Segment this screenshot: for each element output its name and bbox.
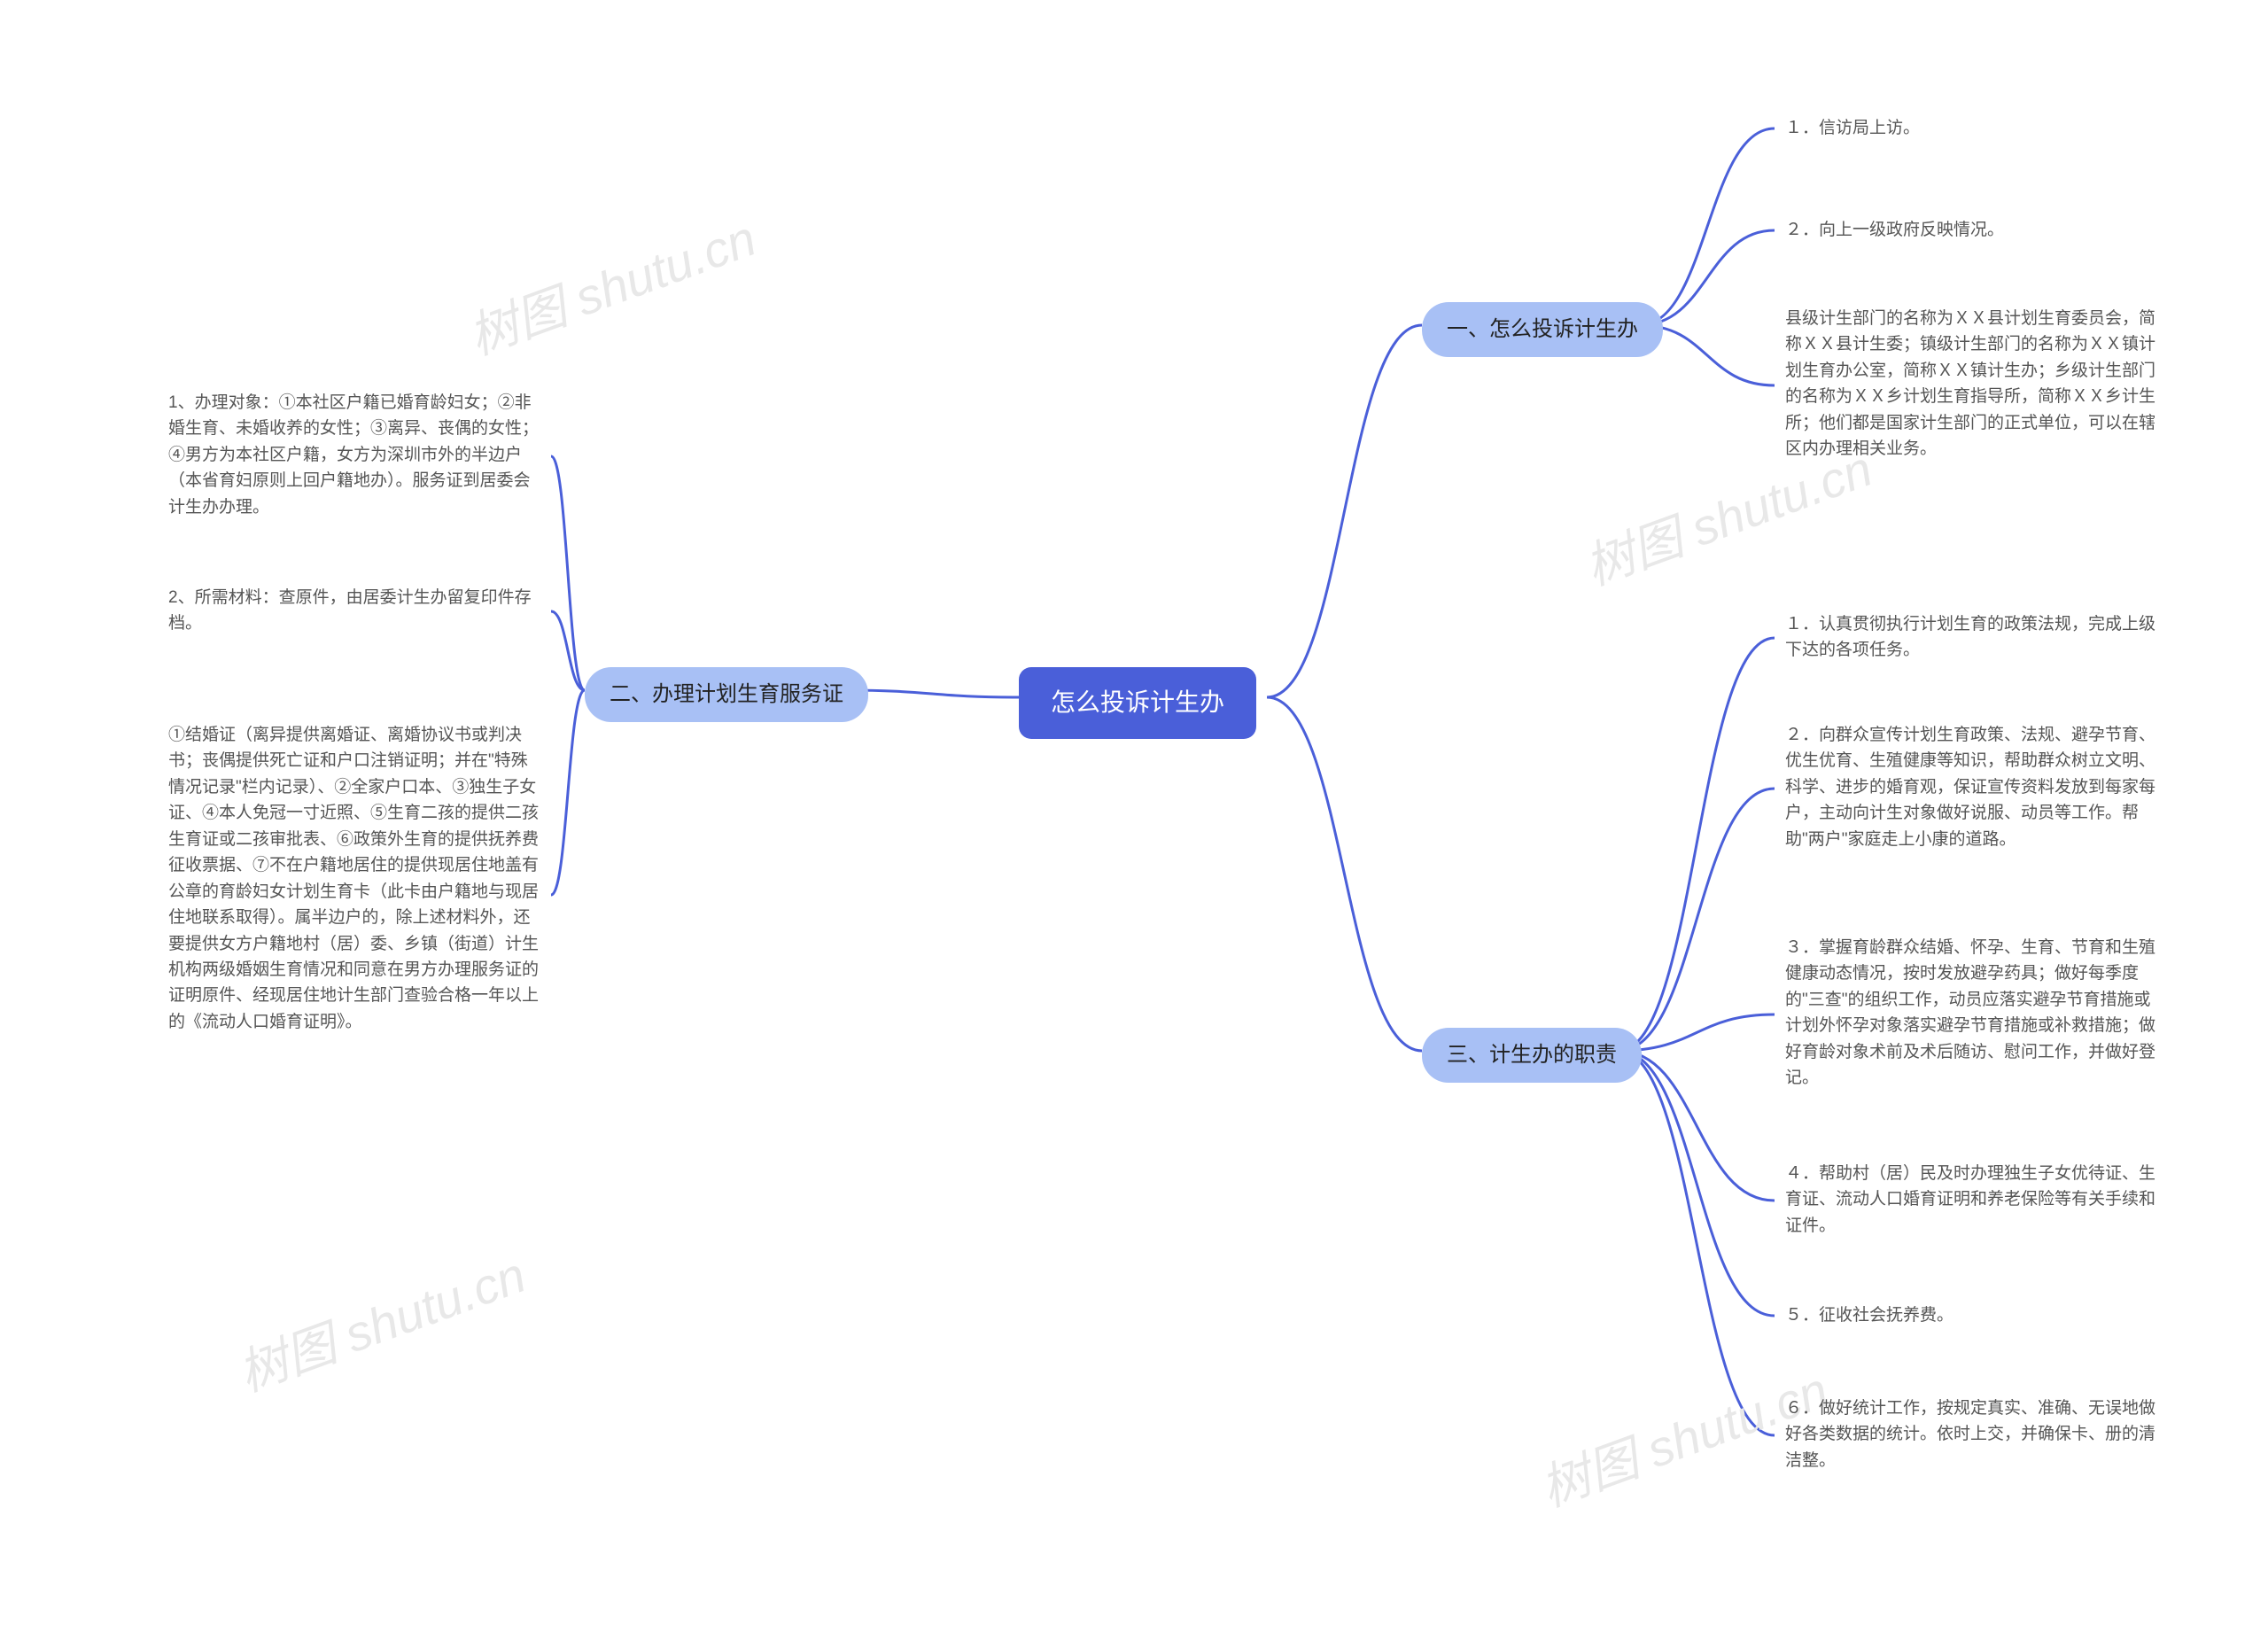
leaf-text: ２．向上一级政府反映情况。 [1785,221,2004,239]
leaf-node: ①结婚证（离异提供离婚证、离婚协议书或判决书；丧偶提供死亡证和户口注销证明；并在… [168,722,540,1035]
root-node: 怎么投诉计生办 [1019,667,1256,739]
branch-node: 一、怎么投诉计生办 [1422,302,1663,357]
leaf-text: ①结婚证（离异提供离婚证、离婚协议书或判决书；丧偶提供死亡证和户口注销证明；并在… [168,726,539,1031]
connector [1267,697,1422,1051]
leaf-text: ３．掌握育龄群众结婚、怀孕、生育、节育和生殖健康动态情况，按时发放避孕药具；做好… [1785,938,2155,1087]
leaf-text: ４．帮助村（居）民及时办理独生子女优待证、生育证、流动人口婚育证明和养老保险等有… [1785,1164,2155,1235]
leaf-text: 1、办理对象：①本社区户籍已婚育龄妇女；②非婚生育、未婚收养的女性；③离异、丧偶… [168,393,539,517]
leaf-text: 2、所需材料：查原件，由居委计生办留复印件存档。 [168,588,532,633]
leaf-node: ４．帮助村（居）民及时办理独生子女优待证、生育证、流动人口婚育证明和养老保险等有… [1785,1161,2157,1239]
root-label: 怎么投诉计生办 [1051,688,1224,716]
branch-label: 二、办理计划生育服务证 [610,682,843,706]
branch-label: 一、怎么投诉计生办 [1447,317,1638,341]
connector [1640,230,1775,325]
connector [1619,638,1775,1051]
watermark: 树图 shutu.cn [227,1235,534,1405]
connector [1267,325,1422,697]
leaf-node: ６．做好统计工作，按规定真实、准确、无误地做好各类数据的统计。依时上交，并确保卡… [1785,1395,2157,1473]
leaf-text: ２．向群众宣传计划生育政策、法规、避孕节育、优生优育、生殖健康等知识，帮助群众树… [1785,726,2155,849]
connector [551,690,585,895]
connector [1619,1051,1775,1316]
connector [845,690,1019,697]
leaf-node: ２．向上一级政府反映情况。 [1785,217,2004,243]
leaf-text: １．认真贯彻执行计划生育的政策法规，完成上级下达的各项任务。 [1785,615,2155,659]
connector [1619,1014,1775,1051]
leaf-node: １．信访局上访。 [1785,115,1920,141]
leaf-text: ６．做好统计工作，按规定真实、准确、无误地做好各类数据的统计。依时上交，并确保卡… [1785,1399,2155,1470]
connector [1619,1051,1775,1201]
leaf-node: １．认真贯彻执行计划生育的政策法规，完成上级下达的各项任务。 [1785,611,2157,664]
connector [1619,789,1775,1051]
leaf-node: ５．征收社会抚养费。 [1785,1302,1953,1328]
leaf-node: 2、所需材料：查原件，由居委计生办留复印件存档。 [168,585,540,637]
leaf-node: 1、办理对象：①本社区户籍已婚育龄妇女；②非婚生育、未婚收养的女性；③离异、丧偶… [168,390,540,520]
leaf-node: ２．向群众宣传计划生育政策、法规、避孕节育、优生优育、生殖健康等知识，帮助群众树… [1785,722,2157,852]
leaf-text: １．信访局上访。 [1785,119,1920,137]
connector [551,611,585,690]
watermark: 树图 shutu.cn [457,198,765,369]
branch-label: 三、计生办的职责 [1447,1043,1617,1067]
branch-node: 二、办理计划生育服务证 [585,667,868,722]
branch-node: 三、计生办的职责 [1422,1028,1642,1083]
connector [551,456,585,690]
connector [1619,1051,1775,1435]
leaf-node: 县级计生部门的名称为ＸＸ县计划生育委员会，简称ＸＸ县计生委；镇级计生部门的名称为… [1785,306,2157,462]
connector [1640,128,1775,325]
leaf-node: ３．掌握育龄群众结婚、怀孕、生育、节育和生殖健康动态情况，按时发放避孕药具；做好… [1785,935,2157,1092]
leaf-text: 县级计生部门的名称为ＸＸ县计划生育委员会，简称ＸＸ县计生委；镇级计生部门的名称为… [1785,309,2155,458]
leaf-text: ５．征收社会抚养费。 [1785,1306,1953,1325]
